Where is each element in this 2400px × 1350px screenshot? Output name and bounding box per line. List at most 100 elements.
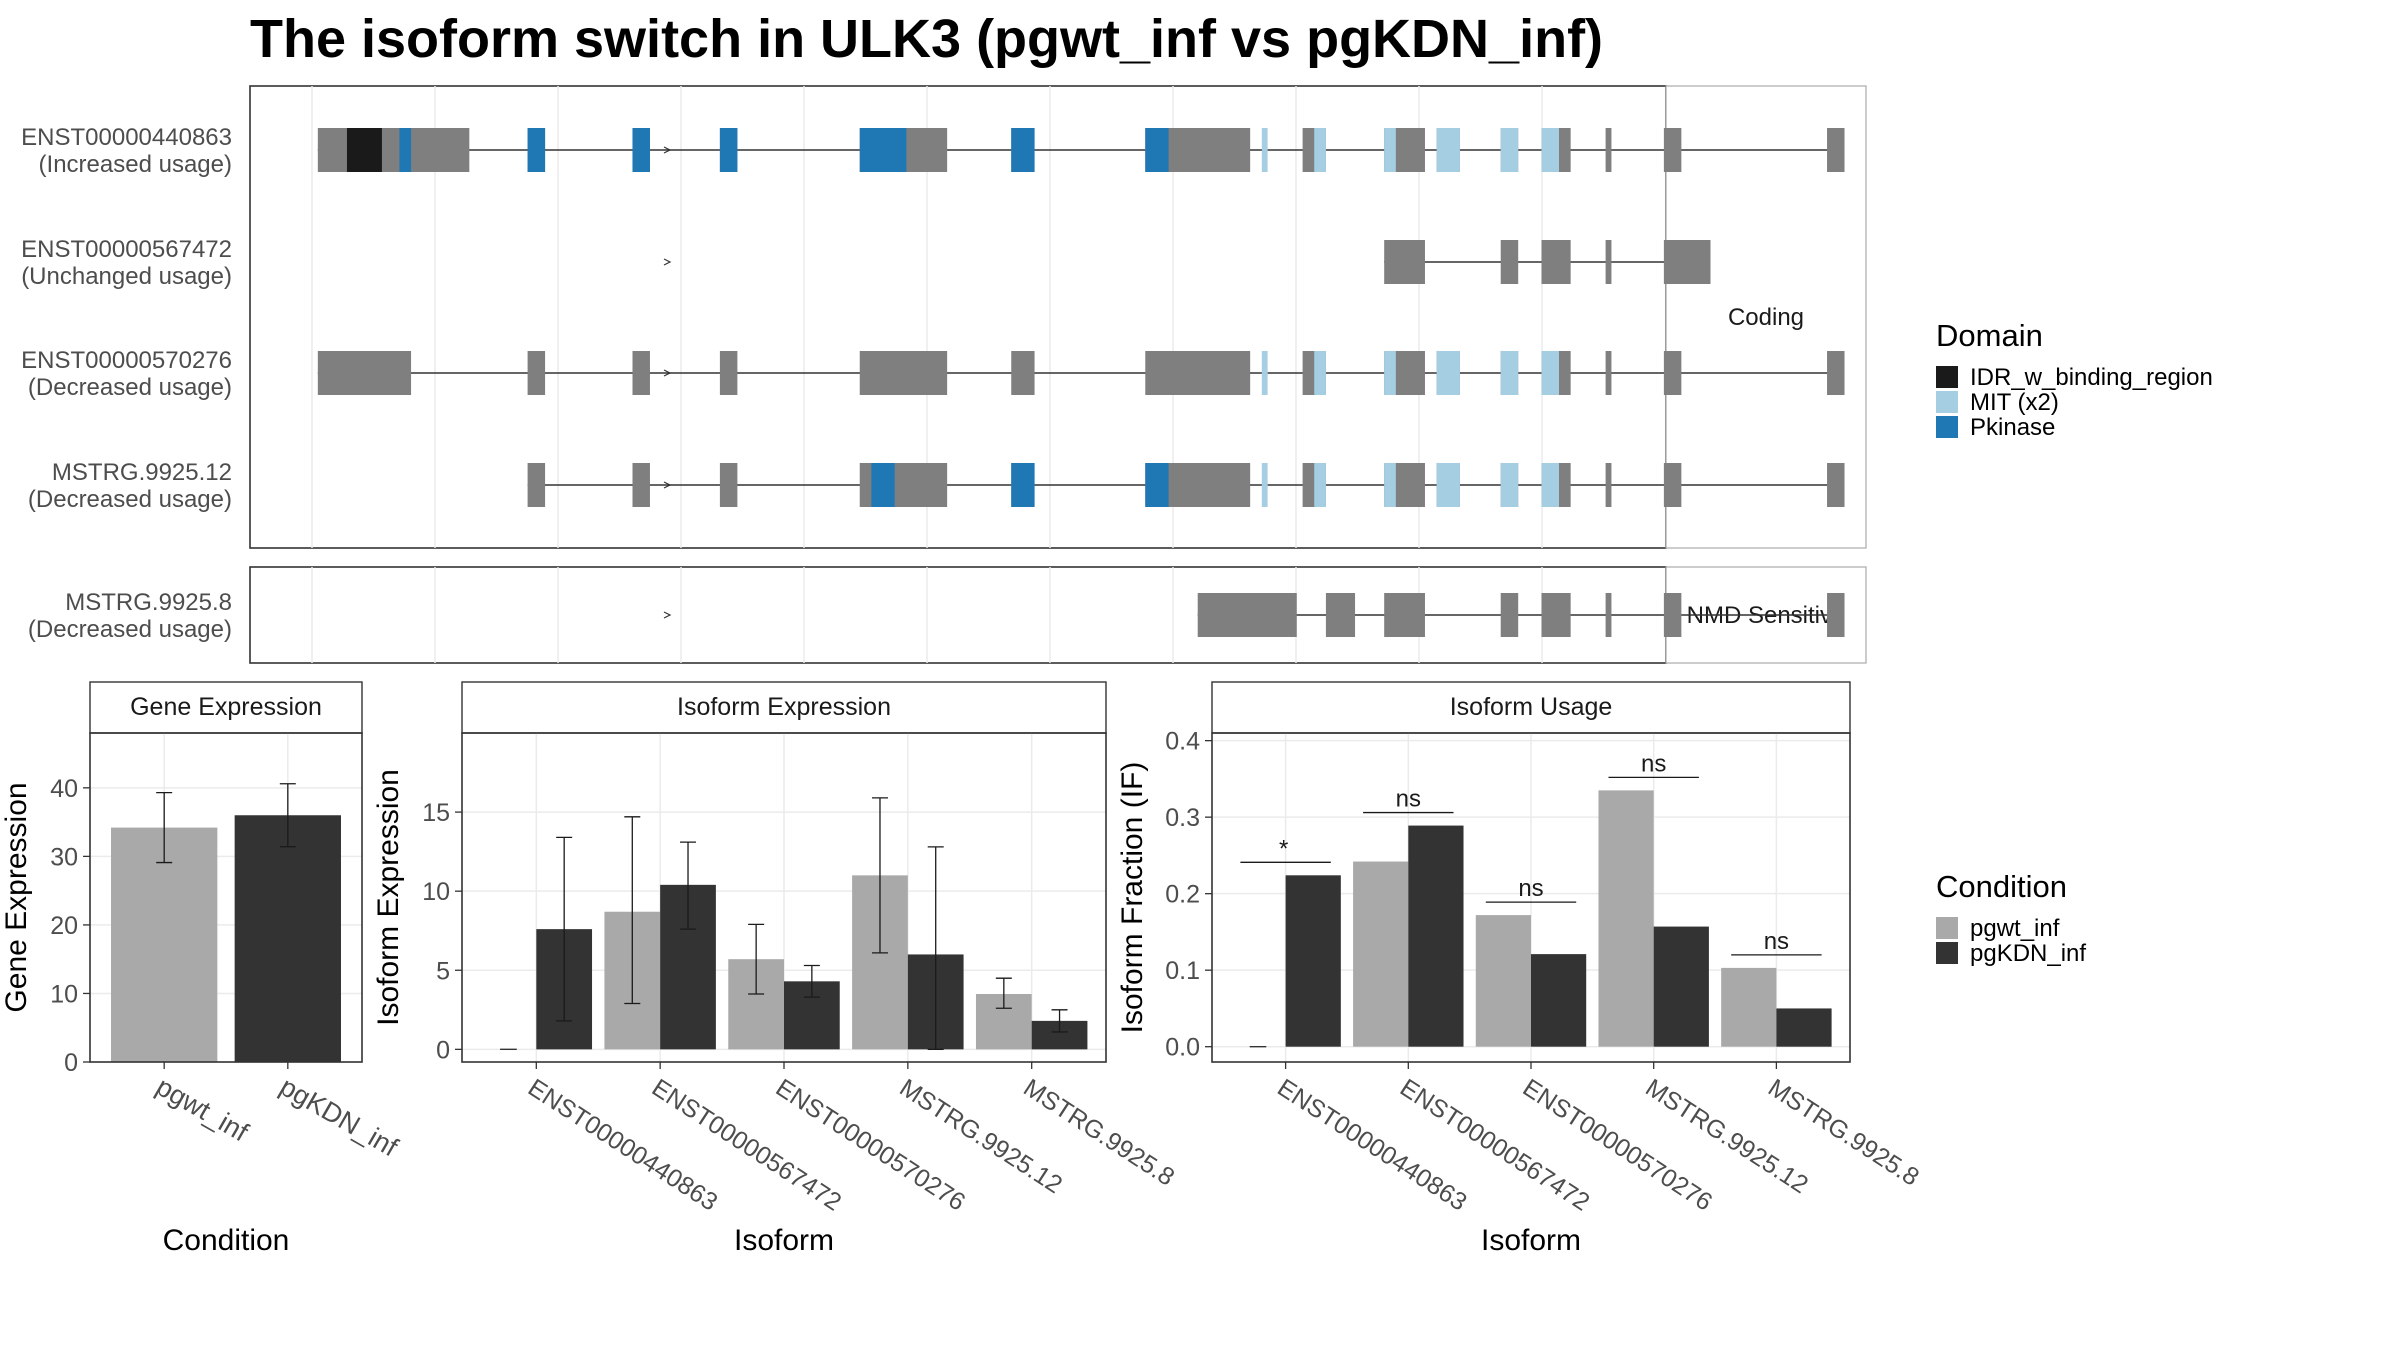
transcript-usage-label: (Decreased usage) [28, 374, 232, 401]
isoform-usage-chart: Isoform Usage*nsnsnsns0.00.10.20.30.4ENS… [1116, 681, 1924, 1257]
exon [1663, 128, 1682, 172]
exon [317, 128, 470, 172]
exon [719, 463, 738, 507]
domain-mit [1500, 463, 1519, 507]
domain-mit [1314, 463, 1326, 507]
exon [1605, 593, 1612, 637]
domain-mit [1314, 351, 1326, 395]
exon [1663, 463, 1682, 507]
domain-legend-swatch [1936, 366, 1958, 388]
strand-arrow [663, 481, 672, 489]
condition-legend-label: pgKDN_inf [1970, 940, 2086, 967]
bar [111, 827, 218, 1062]
exon [632, 463, 650, 507]
y-tick-label: 10 [50, 980, 78, 1008]
bar [1776, 1008, 1832, 1047]
transcript-usage-label: (Increased usage) [39, 151, 232, 178]
transcript-MSTRG.9925.12: MSTRG.9925.12(Decreased usage) [28, 459, 1845, 513]
exon [859, 351, 948, 395]
exon [527, 463, 546, 507]
bar [234, 815, 341, 1062]
domain-pkinase [859, 128, 907, 172]
exon [1827, 593, 1845, 637]
domain-pkinase [719, 128, 738, 172]
y-tick-label: 20 [50, 912, 78, 940]
domain-pkinase [399, 128, 412, 172]
domain-mit [1436, 351, 1460, 395]
domain-mit [1500, 351, 1519, 395]
domain-legend-label: MIT (x2) [1970, 389, 2059, 416]
exon [1827, 351, 1845, 395]
domain-mit [1541, 351, 1559, 395]
domain-mit [1261, 463, 1268, 507]
gene-expression-y-axis-title: Gene Expression [0, 782, 33, 1012]
exon [1384, 240, 1425, 284]
exon [1605, 240, 1612, 284]
transcript-id-label: ENST00000570276 [21, 347, 232, 374]
transcript-ENST00000567472: ENST00000567472(Unchanged usage) [21, 236, 1711, 290]
bar [1353, 861, 1409, 1047]
transcript-MSTRG.9925.8: MSTRG.9925.8(Decreased usage) [28, 589, 1845, 643]
y-tick-label: 5 [436, 957, 450, 985]
x-tick-label: pgwt_inf [151, 1071, 254, 1148]
domain-mit [1541, 463, 1559, 507]
significance-label: ns [1396, 786, 1421, 813]
transcript-ENST00000570276: ENST00000570276(Decreased usage) [21, 347, 1845, 401]
domain-mit [1261, 128, 1268, 172]
bar [1408, 825, 1464, 1047]
exon [1197, 593, 1297, 637]
exon [1500, 240, 1519, 284]
exon [1145, 351, 1251, 395]
exon [1325, 593, 1356, 637]
significance-label: ns [1641, 750, 1666, 777]
gene-expression-strip-title: Gene Expression [130, 693, 322, 721]
y-tick-label: 0.3 [1165, 804, 1200, 832]
exon [1384, 593, 1425, 637]
exon [1605, 463, 1612, 507]
domain-pkinase [1145, 128, 1169, 172]
domain-mit [1436, 463, 1460, 507]
domain-mit [1261, 351, 1268, 395]
domain-mit [1436, 128, 1460, 172]
strand-arrow [663, 611, 672, 619]
exon [1541, 593, 1571, 637]
transcript-id-label: MSTRG.9925.12 [52, 459, 232, 486]
coding-panel-frame [249, 85, 1667, 549]
strand-arrow [663, 146, 672, 154]
domain-legend-title: Domain [1936, 318, 2043, 353]
y-tick-label: 0.2 [1165, 881, 1200, 909]
domain-pkinase [1145, 463, 1169, 507]
exon [1663, 351, 1682, 395]
transcript-usage-label: (Decreased usage) [28, 486, 232, 513]
y-tick-label: 0.0 [1165, 1034, 1200, 1062]
exon [1663, 240, 1711, 284]
domain-pkinase [527, 128, 546, 172]
domain-pkinase [871, 463, 895, 507]
condition-legend-label: pgwt_inf [1970, 915, 2060, 942]
significance-label: ns [1764, 928, 1789, 955]
bar [1721, 967, 1777, 1047]
figure-title: The isoform switch in ULK3 (pgwt_inf vs … [250, 9, 1603, 69]
exon [1827, 128, 1845, 172]
bar [1475, 915, 1531, 1047]
domain-mit [1384, 351, 1396, 395]
exon [1605, 351, 1612, 395]
condition-legend-title: Condition [1936, 869, 2067, 904]
y-tick-label: 0.4 [1165, 728, 1200, 756]
transcript-usage-label: (Unchanged usage) [21, 263, 232, 290]
exon [1663, 593, 1682, 637]
isoform-usage-x-axis-title: Isoform [1481, 1224, 1581, 1257]
gene-expression-chart: Gene Expression 0 10 20 30 40 pgwt_inf pgKDN_in… [0, 681, 403, 1257]
y-tick-label: 0 [64, 1049, 78, 1077]
exon [1827, 463, 1845, 507]
domain-mit [1384, 128, 1396, 172]
domain-pkinase [1011, 463, 1035, 507]
domain-legend-label: Pkinase [1970, 414, 2055, 441]
y-tick-label: 10 [422, 878, 450, 906]
domain-idr [346, 128, 382, 172]
exon [719, 351, 738, 395]
